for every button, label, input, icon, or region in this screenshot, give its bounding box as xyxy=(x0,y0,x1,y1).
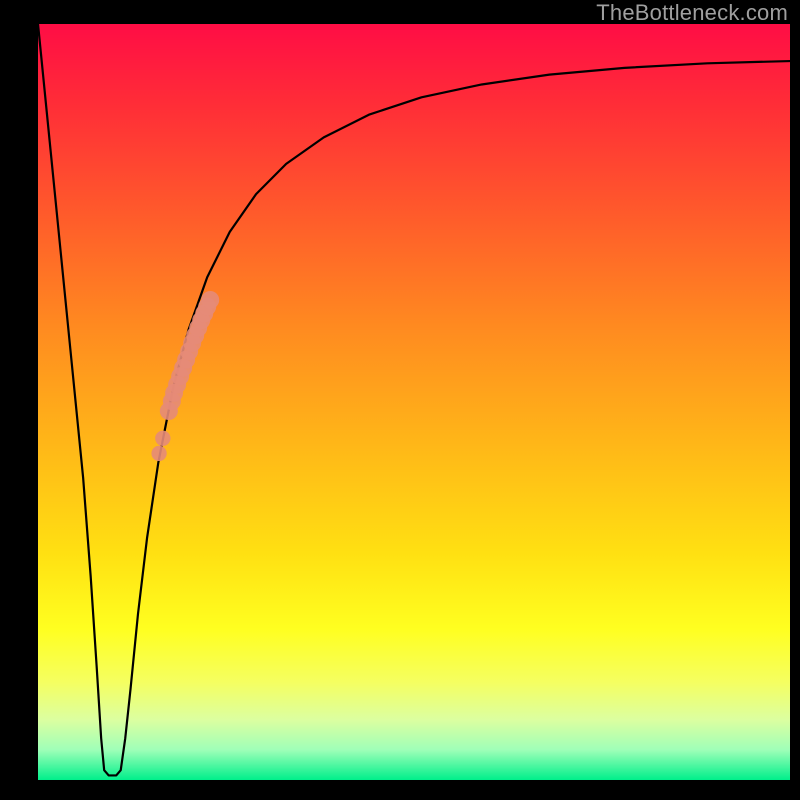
marker-dot xyxy=(155,431,170,446)
plot-area xyxy=(38,24,790,780)
marker-dot xyxy=(151,446,166,461)
marker-dot xyxy=(201,291,219,309)
chart-frame: TheBottleneck.com xyxy=(0,0,800,800)
curve-layer xyxy=(38,24,790,780)
watermark-label: TheBottleneck.com xyxy=(596,0,788,26)
bottleneck-curve xyxy=(38,24,790,775)
